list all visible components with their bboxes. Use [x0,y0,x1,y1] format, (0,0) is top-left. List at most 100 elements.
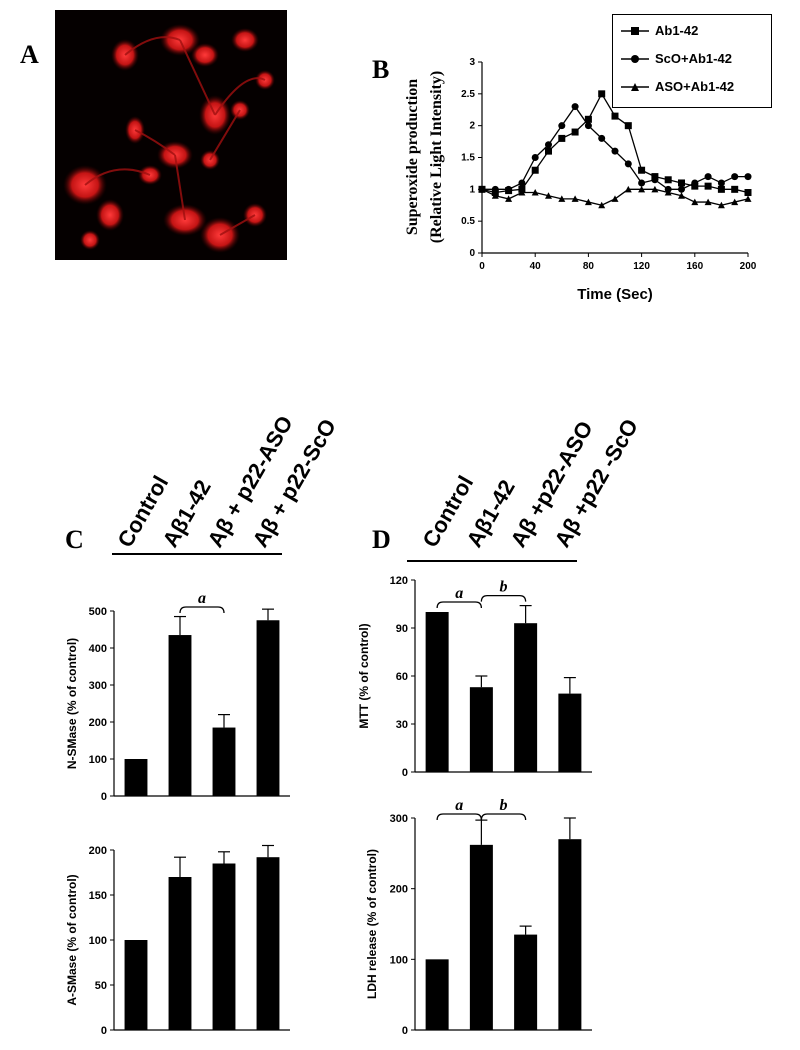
y-tick-label: 0 [101,1025,107,1037]
bar [469,687,493,772]
data-point [518,189,526,196]
data-point [704,198,712,206]
header-c-underline [112,553,282,555]
y-axis-label: A-SMase (% of control) [65,874,79,1005]
data-point [717,185,725,193]
data-point [478,185,486,193]
square-marker-icon [621,26,649,35]
data-point [545,141,552,149]
data-point [611,195,619,202]
bar [256,857,280,1030]
panel-label-d: D [372,525,391,554]
y-tick-label: 0 [402,1025,408,1037]
y-tick-label: 0 [402,767,408,779]
data-point [638,166,646,174]
y-tick-label: 90 [396,623,408,635]
data-point [491,185,499,193]
bar [558,693,582,772]
panel-label-c: C [65,525,84,554]
data-point [505,195,513,202]
y-tick-label: 30 [396,719,408,731]
data-point [598,90,606,98]
data-point [731,198,739,206]
micrograph-cells [63,24,275,253]
bar [256,620,280,796]
y-tick-label: 300 [89,680,107,692]
data-point [744,189,752,197]
y-tick-label: 150 [89,890,107,902]
chart-legend: Ab1-42 ScO+Ab1-42 ASO+Ab1-42 [612,14,772,108]
y-tick-label: 60 [396,671,408,683]
data-point [624,160,632,168]
significance-label: b [500,797,508,814]
panel-label-a: A [20,40,39,69]
data-point [638,179,646,187]
data-point [518,179,526,187]
circle-marker-icon [621,54,649,63]
data-point [638,185,646,193]
data-point [678,192,685,199]
significance-bracket [436,813,483,821]
y-tick-label: 500 [89,606,107,618]
bar [168,877,192,1030]
bar [558,839,582,1030]
data-point [491,192,499,199]
data-point [664,189,672,196]
y-tick-label: 2.5 [461,89,475,100]
significance-bracket [480,813,527,821]
legend-label: ASO+Ab1-42 [655,79,735,94]
y-tick-label: 0.5 [461,216,475,227]
data-point [598,201,606,209]
data-point [571,128,579,136]
data-point [624,122,632,130]
data-point [678,179,685,187]
y-tick-label: 100 [390,954,408,966]
y-tick-label: 100 [89,754,107,766]
bar [212,863,236,1030]
y-tick-label: 100 [89,935,107,947]
y-tick-label: 0 [469,248,475,259]
data-point [744,173,752,181]
y-tick-label: 300 [390,813,408,825]
bar [514,934,538,1030]
bar [168,635,192,796]
data-point [611,112,619,120]
x-tick-label: 40 [530,261,542,272]
data-point [704,173,712,181]
data-point [624,185,632,193]
data-point [651,185,659,193]
y-axis-label: MTT (% of control) [357,623,371,728]
data-point [505,185,513,193]
data-point [704,182,712,190]
significance-bracket [179,606,225,614]
data-point [731,185,739,193]
bar [124,940,148,1030]
y-axis-label: (Relative Light Intensity) [428,71,445,243]
data-point [584,122,592,130]
data-point [691,179,699,187]
data-point [691,198,699,206]
y-axis-label: N-SMase (% of control) [65,638,79,769]
y-tick-label: 200 [390,884,408,896]
x-tick-label: 120 [633,261,650,272]
bar [212,727,236,796]
x-tick-label: 160 [686,261,703,272]
y-axis-label: LDH release (% of control) [365,849,379,999]
legend-item-sco: ScO+Ab1-42 [621,51,732,66]
y-tick-label: 1 [469,184,475,195]
bar [425,959,449,1030]
y-tick-label: 1.5 [461,153,475,164]
significance-label: a [198,590,206,607]
bar [425,612,449,772]
bar [514,623,538,772]
y-tick-label: 50 [95,980,107,992]
legend-label: Ab1-42 [655,23,699,38]
y-tick-label: 200 [89,717,107,729]
data-point [558,122,566,130]
x-tick-label: 80 [583,261,595,272]
data-point [598,134,606,142]
data-point [558,134,566,142]
data-point [571,103,579,111]
data-point [584,115,592,123]
